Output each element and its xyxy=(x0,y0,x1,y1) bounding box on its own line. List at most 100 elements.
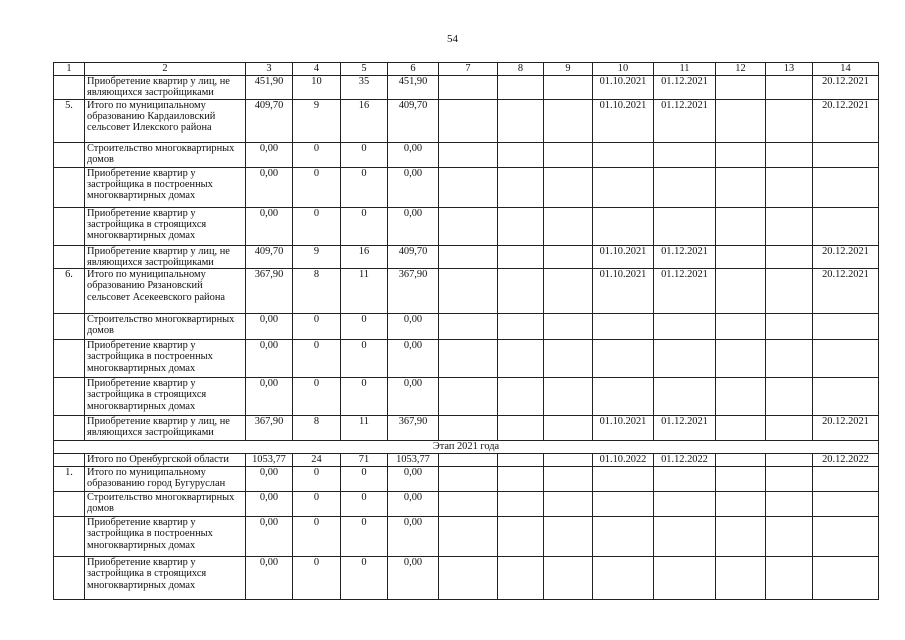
cell-date-11 xyxy=(653,516,716,558)
cell-7 xyxy=(438,415,498,442)
column-header-14: 14 xyxy=(812,62,879,76)
cell-date-10: 01.10.2021 xyxy=(592,415,654,442)
cell-funding: 409,70 xyxy=(387,244,439,270)
table-row: Приобретение квартир у застройщика в пос… xyxy=(53,516,879,558)
cell-8 xyxy=(497,75,544,100)
cell-date-11: 01.12.2021 xyxy=(653,244,716,270)
cell-date-11 xyxy=(653,466,716,493)
cell-persons: 0 xyxy=(340,206,388,246)
cell-13 xyxy=(765,377,813,417)
row-description: Приобретение квартир у застройщика в пос… xyxy=(84,516,246,558)
cell-12 xyxy=(715,339,766,379)
row-description: Приобретение квартир у застройщика в пос… xyxy=(84,339,246,379)
cell-date-14 xyxy=(812,377,879,417)
cell-13 xyxy=(765,491,813,518)
cell-7 xyxy=(438,491,498,518)
row-description: Приобретение квартир у застройщика в стр… xyxy=(84,377,246,417)
cell-date-11: 01.12.2021 xyxy=(653,415,716,442)
cell-funding: 0,00 xyxy=(387,206,439,246)
cell-9 xyxy=(543,339,593,379)
cell-12 xyxy=(715,453,766,468)
cell-persons: 16 xyxy=(340,244,388,270)
cell-persons: 16 xyxy=(340,98,388,143)
row-number xyxy=(53,206,85,246)
cell-12 xyxy=(715,491,766,518)
cell-date-10 xyxy=(592,491,654,518)
cell-families: 0 xyxy=(292,516,341,558)
cell-total: 0,00 xyxy=(245,206,293,246)
column-header-6: 6 xyxy=(387,62,439,76)
cell-families: 0 xyxy=(292,206,341,246)
cell-7 xyxy=(438,244,498,270)
cell-families: 0 xyxy=(292,339,341,379)
cell-date-14: 20.12.2021 xyxy=(812,268,879,315)
row-number xyxy=(53,415,85,442)
cell-date-10 xyxy=(592,516,654,558)
row-number xyxy=(53,516,85,558)
cell-families: 8 xyxy=(292,268,341,315)
cell-8 xyxy=(497,466,544,493)
cell-date-10: 01.10.2022 xyxy=(592,453,654,468)
cell-12 xyxy=(715,268,766,315)
cell-9 xyxy=(543,244,593,270)
cell-persons: 11 xyxy=(340,415,388,442)
cell-families: 0 xyxy=(292,377,341,417)
cell-date-14 xyxy=(812,556,879,601)
column-header-12: 12 xyxy=(715,62,766,76)
column-header-1: 1 xyxy=(53,62,85,76)
cell-13 xyxy=(765,206,813,246)
row-number xyxy=(53,244,85,270)
cell-13 xyxy=(765,98,813,143)
cell-9 xyxy=(543,516,593,558)
cell-total: 451,90 xyxy=(245,75,293,100)
cell-13 xyxy=(765,244,813,270)
cell-7 xyxy=(438,313,498,341)
cell-date-10: 01.10.2021 xyxy=(592,244,654,270)
cell-total: 409,70 xyxy=(245,98,293,143)
cell-date-10: 01.10.2021 xyxy=(592,268,654,315)
cell-9 xyxy=(543,141,593,168)
cell-13 xyxy=(765,268,813,315)
cell-8 xyxy=(497,339,544,379)
cell-7 xyxy=(438,556,498,601)
row-description: Приобретение квартир у застройщика в стр… xyxy=(84,206,246,246)
cell-funding: 0,00 xyxy=(387,313,439,341)
table-row: Приобретение квартир у застройщика в стр… xyxy=(53,556,879,601)
row-description: Итого по муниципальному образованию горо… xyxy=(84,466,246,493)
cell-persons: 0 xyxy=(340,166,388,208)
column-header-5: 5 xyxy=(340,62,388,76)
table-row: Строительство многоквартирных домов 0,00 0… xyxy=(53,141,879,168)
cell-families: 0 xyxy=(292,556,341,601)
cell-9 xyxy=(543,268,593,315)
cell-total: 1053,77 xyxy=(245,453,293,468)
cell-date-10 xyxy=(592,466,654,493)
cell-13 xyxy=(765,415,813,442)
cell-9 xyxy=(543,415,593,442)
cell-8 xyxy=(497,206,544,246)
row-number xyxy=(53,141,85,168)
cell-date-10 xyxy=(592,313,654,341)
cell-total: 367,90 xyxy=(245,268,293,315)
cell-9 xyxy=(543,377,593,417)
cell-total: 367,90 xyxy=(245,415,293,442)
cell-13 xyxy=(765,339,813,379)
table-row: 6. Итого по муниципальному образованию Ря… xyxy=(53,268,879,315)
cell-12 xyxy=(715,141,766,168)
column-header-9: 9 xyxy=(543,62,593,76)
row-description: Приобретение квартир у лиц, не являющихс… xyxy=(84,415,246,442)
row-description: Строительство многоквартирных домов xyxy=(84,313,246,341)
cell-funding: 0,00 xyxy=(387,377,439,417)
cell-families: 8 xyxy=(292,415,341,442)
cell-funding: 0,00 xyxy=(387,516,439,558)
row-number: 5. xyxy=(53,98,85,143)
table-row: Итого по Оренбургской области 1053,77 24 71… xyxy=(53,453,879,468)
row-number xyxy=(53,453,85,468)
table-body: 1 2 3 4 5 6 7 8 9 10 11 12 13 14 Приобретение квартир … xyxy=(53,62,879,601)
cell-date-14 xyxy=(812,206,879,246)
column-header-10: 10 xyxy=(592,62,654,76)
cell-persons: 0 xyxy=(340,141,388,168)
cell-12 xyxy=(715,516,766,558)
cell-total: 0,00 xyxy=(245,466,293,493)
cell-7 xyxy=(438,466,498,493)
cell-9 xyxy=(543,75,593,100)
